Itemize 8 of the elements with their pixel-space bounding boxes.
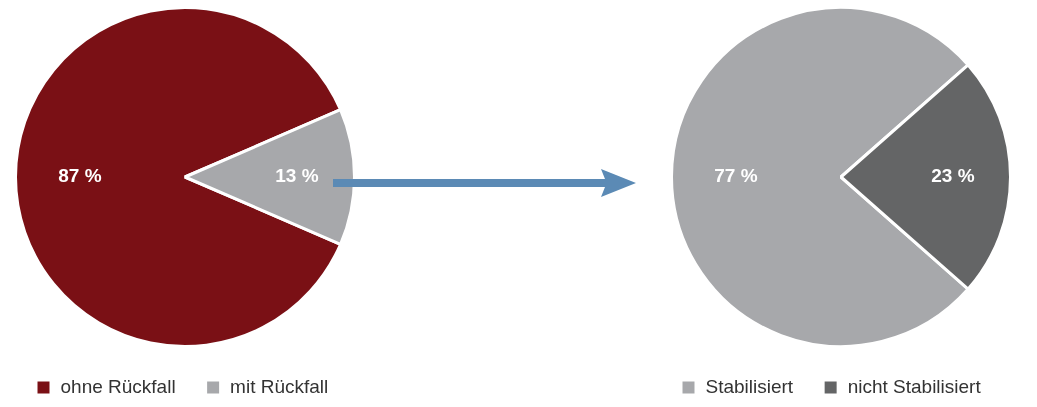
legend-label: Stabilisiert — [705, 375, 794, 397]
legend-label: nicht Stabilisiert — [847, 375, 982, 397]
legend-label: ohne Rückfall — [60, 375, 176, 397]
data-label: 87 % — [58, 165, 102, 187]
legend-label: mit Rückfall — [230, 375, 329, 397]
data-label: 13 % — [275, 165, 319, 187]
data-label: 23 % — [931, 165, 975, 187]
data-label: 77 % — [714, 165, 758, 187]
